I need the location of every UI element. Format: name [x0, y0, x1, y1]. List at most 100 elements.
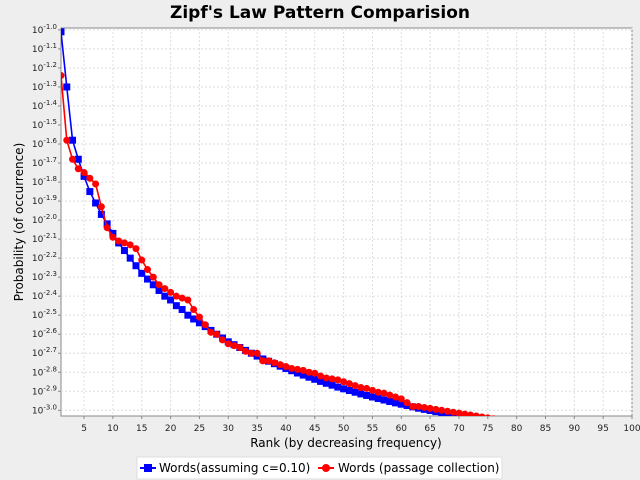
data-point: [80, 169, 88, 177]
data-point: [386, 391, 394, 399]
y-axis-ticks: 10-1.010-1.110-1.210-1.310-1.410-1.510-1…: [32, 23, 61, 416]
data-point: [415, 402, 423, 410]
data-point: [293, 369, 301, 377]
y-tick-exponent: -1.9: [43, 194, 57, 202]
data-point: [611, 432, 618, 439]
data-point: [138, 269, 146, 277]
y-tick-mantissa: 10: [32, 235, 44, 245]
chart-title: Zipf's Law Pattern Comparision: [170, 3, 470, 23]
data-point: [86, 188, 94, 196]
y-tick-exponent: -1.1: [43, 42, 57, 50]
y-tick-mantissa: 10: [32, 197, 44, 207]
data-point: [617, 435, 624, 442]
data-point: [409, 402, 417, 410]
y-tick-exponent: -2.3: [43, 270, 57, 278]
data-point: [392, 399, 400, 407]
data-point: [491, 415, 496, 416]
data-point: [582, 431, 589, 438]
y-tick-mantissa: 10: [32, 330, 44, 340]
x-tick-label: 35: [251, 424, 262, 434]
data-point: [334, 376, 342, 384]
data-point: [74, 165, 82, 173]
data-point: [305, 368, 313, 376]
y-tick-exponent: -1.2: [43, 61, 57, 69]
data-point: [247, 349, 255, 357]
y-tick-label: 10-1.1: [32, 42, 57, 55]
data-point: [420, 403, 428, 411]
data-point: [195, 313, 203, 321]
data-point: [259, 357, 267, 365]
data-point: [282, 363, 290, 371]
data-point: [611, 434, 618, 441]
data-point: [178, 294, 186, 302]
data-point: [334, 383, 342, 391]
y-tick-mantissa: 10: [32, 311, 44, 321]
data-point: [443, 407, 451, 415]
data-point: [467, 411, 475, 416]
data-point: [190, 305, 198, 313]
data-point: [201, 321, 209, 329]
y-tick-mantissa: 10: [32, 26, 44, 36]
y-tick-exponent: -2.1: [43, 232, 57, 240]
data-point: [120, 247, 128, 255]
x-tick-label: 60: [396, 424, 408, 434]
data-point: [311, 369, 319, 377]
x-tick-label: 25: [194, 424, 205, 434]
data-point: [322, 374, 330, 382]
data-point: [432, 405, 440, 413]
data-point: [496, 416, 503, 423]
data-point: [623, 435, 630, 442]
data-point: [167, 296, 175, 304]
data-point: [328, 381, 336, 389]
data-point: [559, 428, 566, 435]
x-tick-label: 15: [136, 424, 147, 434]
y-tick-exponent: -1.5: [43, 118, 57, 126]
data-point: [629, 436, 636, 443]
data-point: [559, 424, 566, 431]
y-tick-exponent: -1.3: [43, 80, 57, 88]
data-point: [172, 292, 180, 300]
x-tick-label: 55: [367, 424, 378, 434]
plot-area: [60, 27, 633, 417]
data-point: [317, 372, 325, 380]
y-tick-label: 10-1.6: [32, 137, 58, 150]
y-tick-label: 10-2.5: [32, 308, 57, 321]
data-point: [120, 239, 128, 247]
data-point: [61, 72, 65, 80]
data-point: [74, 155, 82, 163]
data-point: [253, 349, 261, 357]
data-point: [126, 241, 134, 249]
data-point: [178, 305, 186, 313]
data-point: [588, 429, 595, 436]
y-tick-mantissa: 10: [32, 387, 44, 397]
data-point: [374, 395, 382, 403]
data-point: [380, 389, 388, 397]
data-point: [149, 273, 157, 281]
series-passage: [61, 72, 636, 440]
x-tick-label: 90: [569, 424, 581, 434]
y-tick-label: 10-2.8: [32, 365, 57, 378]
data-point: [449, 408, 457, 416]
y-axis-label: Probability (of occurrence): [12, 143, 26, 302]
data-point: [374, 388, 382, 396]
data-point: [132, 262, 140, 270]
data-point: [195, 319, 203, 327]
data-point: [438, 406, 446, 414]
data-point: [161, 285, 169, 293]
data-point: [184, 311, 192, 319]
y-tick-exponent: -2.9: [43, 384, 57, 392]
data-point: [496, 419, 503, 426]
legend-label-model: Words(assuming c=0.10): [159, 461, 310, 475]
data-point: [213, 330, 221, 338]
data-point: [265, 357, 273, 365]
x-tick-label: 50: [338, 424, 350, 434]
data-point: [380, 396, 388, 404]
data-point: [132, 245, 140, 253]
data-point: [478, 413, 486, 416]
y-tick-exponent: -2.8: [43, 365, 57, 373]
data-point: [629, 433, 636, 440]
y-tick-label: 10-2.2: [32, 251, 57, 264]
data-point: [530, 424, 537, 431]
y-tick-exponent: -2.4: [43, 289, 57, 297]
